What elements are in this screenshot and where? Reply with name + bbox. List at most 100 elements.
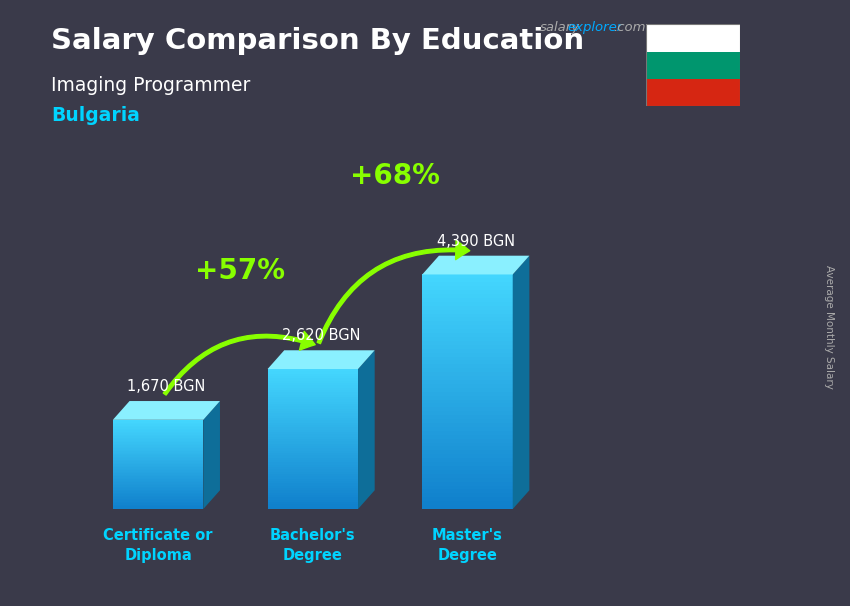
- Bar: [113, 490, 203, 491]
- Bar: [268, 458, 358, 460]
- Bar: [113, 451, 203, 453]
- Bar: [268, 460, 358, 462]
- Bar: [268, 453, 358, 455]
- Bar: [113, 457, 203, 459]
- Bar: [113, 430, 203, 431]
- Bar: [422, 329, 513, 333]
- Bar: [113, 447, 203, 448]
- Bar: [268, 500, 358, 502]
- Bar: [268, 484, 358, 485]
- Bar: [113, 460, 203, 461]
- Bar: [113, 444, 203, 445]
- Bar: [113, 453, 203, 454]
- Bar: [268, 404, 358, 407]
- Bar: [268, 388, 358, 390]
- Bar: [268, 376, 358, 378]
- Bar: [422, 474, 513, 478]
- Bar: [113, 450, 203, 451]
- Bar: [422, 345, 513, 348]
- Bar: [268, 493, 358, 495]
- Bar: [422, 333, 513, 337]
- Polygon shape: [203, 401, 220, 509]
- Bar: [422, 348, 513, 353]
- Bar: [422, 325, 513, 329]
- Bar: [646, 52, 740, 79]
- Bar: [422, 478, 513, 482]
- Bar: [268, 421, 358, 423]
- Bar: [268, 390, 358, 392]
- Bar: [268, 371, 358, 374]
- Polygon shape: [513, 256, 530, 509]
- Bar: [113, 469, 203, 470]
- Bar: [422, 341, 513, 345]
- Bar: [422, 310, 513, 313]
- Bar: [422, 391, 513, 396]
- Bar: [113, 499, 203, 500]
- Text: 1,670 BGN: 1,670 BGN: [128, 379, 206, 394]
- Bar: [422, 275, 513, 278]
- Bar: [113, 431, 203, 433]
- Bar: [268, 485, 358, 488]
- Bar: [268, 399, 358, 402]
- Bar: [422, 419, 513, 423]
- Bar: [422, 278, 513, 282]
- Bar: [268, 423, 358, 425]
- Bar: [422, 407, 513, 411]
- Text: Imaging Programmer: Imaging Programmer: [51, 76, 251, 95]
- Bar: [113, 423, 203, 424]
- FancyArrowPatch shape: [317, 240, 470, 344]
- Bar: [113, 464, 203, 466]
- Bar: [113, 508, 203, 509]
- Bar: [422, 396, 513, 399]
- Bar: [268, 495, 358, 498]
- Bar: [113, 497, 203, 499]
- Bar: [422, 490, 513, 493]
- Bar: [422, 458, 513, 462]
- Text: .com: .com: [614, 21, 646, 34]
- Bar: [422, 404, 513, 407]
- Bar: [422, 450, 513, 454]
- Bar: [113, 491, 203, 493]
- Bar: [268, 369, 358, 371]
- Bar: [268, 427, 358, 430]
- Bar: [268, 488, 358, 490]
- Bar: [268, 413, 358, 416]
- Bar: [113, 473, 203, 475]
- Bar: [422, 361, 513, 364]
- Text: explorer: explorer: [568, 21, 623, 34]
- Bar: [268, 385, 358, 388]
- Bar: [422, 290, 513, 294]
- Bar: [113, 421, 203, 423]
- Bar: [113, 428, 203, 430]
- Bar: [268, 479, 358, 481]
- Bar: [268, 407, 358, 408]
- Bar: [268, 411, 358, 413]
- Bar: [268, 441, 358, 444]
- Bar: [113, 463, 203, 464]
- Text: Bulgaria: Bulgaria: [51, 106, 140, 125]
- Bar: [422, 411, 513, 415]
- Bar: [422, 482, 513, 485]
- Bar: [422, 454, 513, 458]
- Bar: [268, 455, 358, 458]
- Bar: [268, 395, 358, 397]
- Bar: [113, 433, 203, 435]
- Bar: [268, 476, 358, 479]
- Bar: [422, 442, 513, 447]
- Bar: [113, 466, 203, 467]
- Bar: [422, 376, 513, 380]
- Bar: [268, 504, 358, 507]
- Bar: [268, 471, 358, 474]
- Bar: [422, 294, 513, 298]
- Bar: [268, 444, 358, 446]
- Bar: [422, 302, 513, 306]
- Bar: [113, 426, 203, 427]
- Bar: [268, 374, 358, 376]
- Bar: [422, 353, 513, 356]
- Bar: [268, 451, 358, 453]
- Bar: [422, 485, 513, 490]
- Text: 2,620 BGN: 2,620 BGN: [282, 328, 360, 343]
- Bar: [113, 506, 203, 508]
- Bar: [113, 476, 203, 478]
- Bar: [113, 442, 203, 444]
